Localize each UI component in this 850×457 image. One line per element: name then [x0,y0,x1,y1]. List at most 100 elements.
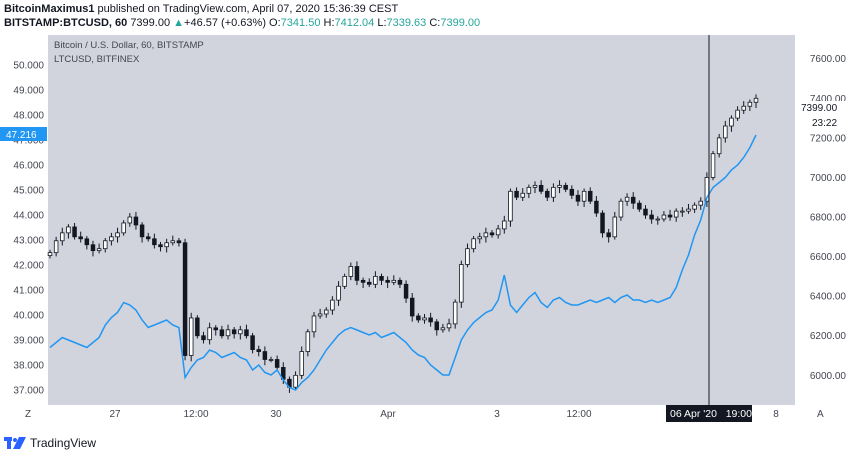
candle-body [121,222,126,234]
candle-body [600,212,605,234]
high-label: H: [323,17,335,29]
candle-body [379,275,384,281]
ltc-line [49,134,757,391]
publish-line: BitcoinMaximus1 published on TradingView… [4,2,846,16]
candle-body [563,184,568,190]
candle-body [526,186,532,194]
right-axis-tick: 7400.00 [810,94,847,105]
candle-body [452,301,458,325]
candle-body [667,214,673,218]
time-axis-tick: 12:00 [566,409,591,420]
candle-body [735,109,740,119]
candle-body [477,236,482,240]
time-axis-tick: 12:00 [183,409,208,420]
left-axis-tick: 37.000 [13,386,44,397]
candle-body [716,137,722,155]
candle-body [409,297,415,317]
candle-body [753,97,759,103]
candle-body [324,309,329,315]
candle-body [342,275,347,287]
right-axis-tick: 6600.00 [810,252,847,263]
candle-body [698,200,703,206]
left-axis-tick: 43.000 [13,236,44,247]
candle-body [336,285,341,301]
left-axis-tick: 40.000 [13,311,44,322]
time-axis[interactable]: 27 12:00 30 Apr 3 12:00 8 [109,409,779,420]
chart-area[interactable]: Bitcoin / U.S. Dollar, 60, BITSTAMP LTCU… [0,33,850,427]
open-value: 7341.50 [280,17,321,29]
candle-body [274,359,280,368]
high-value: 7412.04 [334,17,375,29]
published-text: published on TradingView.com, April 07, … [97,3,399,15]
candle-body [225,329,231,337]
left-price-axis[interactable]: 50.00049.00048.00047.00046.00045.00044.0… [13,61,44,397]
candle-body [661,214,667,220]
left-axis-tick: 45.000 [13,186,44,197]
time-axis-tick: 30 [270,409,282,420]
right-axis-tick: 6800.00 [810,213,847,224]
candle-body [231,329,237,335]
candle-body [195,317,200,337]
candle-body [250,335,255,350]
auto-scale-left-button[interactable]: Z [25,409,31,420]
candle-body [514,190,519,198]
time-axis-tick: 27 [109,409,121,420]
ltc-last-badge [0,127,47,141]
candle-body [624,196,630,202]
right-price-axis[interactable]: 7600.00 7400.00 7200.00 7000.00 6800.00 6600.… [810,54,847,382]
left-axis-tick: 41.000 [13,286,44,297]
btc-last-value: 7399.00 [801,103,838,114]
candle-body [139,224,145,238]
candle-body [305,331,311,352]
auto-scale-right-button[interactable]: A [817,409,824,420]
candle-body [299,351,304,376]
candle-body [133,216,139,226]
candle-body [53,240,59,254]
candle-body [416,315,421,321]
right-axis-tick: 6000.00 [810,371,847,382]
candle-body [538,184,544,192]
ohlc-line: BITSTAMP:BTCUSD, 60 7399.00 ▲+46.57 (+0.… [4,16,846,30]
close-label: C: [429,17,441,29]
countdown-value: 23:22 [812,118,837,129]
right-axis-tick: 7200.00 [810,133,847,144]
candle-body [127,216,133,224]
countdown-badge [807,116,850,129]
ltc-last-value: 47.216 [6,130,37,141]
candle-body [532,184,538,188]
candle-body [317,313,323,317]
candle-body [428,317,433,323]
candle-body [182,242,188,356]
candle-body [440,327,446,331]
candle-body [692,204,697,210]
candle-body [630,196,636,204]
left-axis-tick: 39.000 [13,336,44,347]
candle-body [686,208,691,212]
candle-body [373,275,378,285]
candle-body [219,329,225,337]
candle-body [471,238,476,250]
candle-body [385,279,390,283]
left-axis-tick: 44.000 [13,211,44,222]
candle-body [158,244,163,248]
candle-body [588,190,593,202]
candle-body [213,327,218,331]
candle-body [176,240,182,244]
candle-body [188,317,194,356]
candle-body [47,252,53,257]
candle-body [152,238,157,246]
last-price: 7399.00 [130,17,171,29]
candle-body [483,232,489,238]
candle-body [145,236,151,240]
price-chart[interactable]: Bitcoin / U.S. Dollar, 60, BITSTAMP LTCU… [0,33,850,427]
candle-body [207,327,212,341]
author-name[interactable]: BitcoinMaximus1 [4,3,95,15]
candle-body [459,264,464,303]
candle-body [465,248,470,265]
candle-body [551,186,556,198]
time-axis-tick: 8 [773,409,779,420]
candle-body [293,374,298,388]
candle-body [741,105,746,111]
price-change: +46.57 (+0.63%) [184,17,266,29]
candle-body [238,329,243,335]
